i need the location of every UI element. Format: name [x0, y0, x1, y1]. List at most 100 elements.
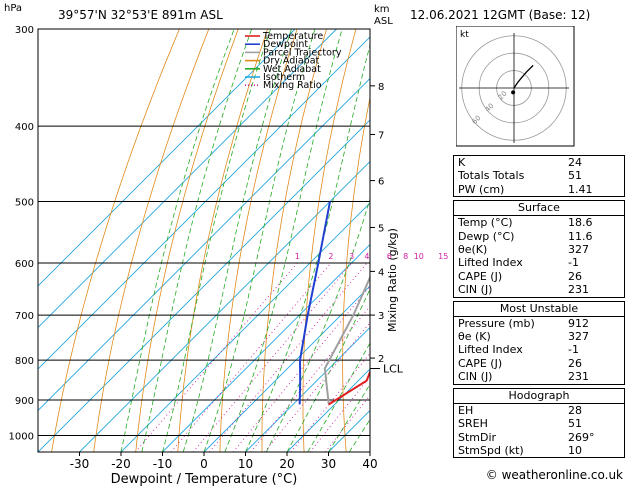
legend-entry: Wet Adiabat — [263, 64, 321, 75]
temperature-tick-label: 10 — [238, 457, 253, 471]
pressure-tick-label: 800 — [15, 356, 34, 367]
surface-row: CIN (J) 231 — [454, 283, 624, 296]
lcl-label: LCL — [383, 363, 404, 376]
asl-unit: ASL — [374, 16, 393, 27]
legend-entry: Parcel Trajectory — [263, 47, 342, 58]
index-value: 1.41 — [568, 182, 593, 196]
dry-adiabat-line — [261, 29, 327, 452]
surface-label: CIN (J) — [458, 283, 493, 297]
mixing-ratio-label: 15 — [438, 252, 448, 261]
mixing-ratio-line — [134, 262, 298, 452]
storm-motion-marker — [511, 90, 516, 95]
skew-t-diagram: 300 400 500 600 700 800 900 1000 -30 -20 -10 0 10 20 3… — [9, 25, 449, 486]
index-row: PW (cm) 1.41 — [454, 183, 624, 196]
temperature-tick-label: -20 — [111, 457, 131, 471]
pressure-tick-label: 300 — [15, 25, 34, 36]
most-unstable-value: -1 — [568, 343, 579, 357]
hodograph-value: 51 — [568, 417, 582, 431]
plot-frame — [37, 28, 371, 453]
index-value: 51 — [568, 169, 582, 183]
wet-adiabat-line — [203, 29, 316, 452]
wet-adiabat-line — [245, 43, 370, 452]
datetime-title: 12.06.2021 12GMT (Base: 12) — [410, 8, 591, 22]
most-unstable-row: CAPE (J) 26 — [454, 357, 624, 370]
index-label: Totals Totals — [458, 169, 525, 183]
surface-value: -1 — [568, 256, 579, 270]
dry-adiabat-line — [93, 29, 210, 452]
hodograph-trace — [513, 64, 534, 89]
hodograph-ring-label: 20 — [497, 90, 509, 102]
temperature-tick-label: -30 — [70, 457, 90, 471]
km-tick-label: 5 — [378, 223, 384, 234]
temperature-tick-label: 20 — [279, 457, 294, 471]
index-row: Totals Totals 51 — [454, 169, 624, 182]
hodograph-value: 28 — [568, 403, 582, 417]
pressure-tick-label: 600 — [15, 259, 34, 270]
isotherm-line — [38, 29, 296, 287]
temperature-tick-label: -10 — [153, 457, 173, 471]
wet-adiabat-line — [328, 383, 370, 452]
legend-entry: Isotherm — [263, 72, 305, 83]
wet-adiabat-line — [182, 29, 292, 452]
surface-label: Dewp (°C) — [458, 229, 515, 243]
surface-row: θe(K) 327 — [454, 243, 624, 256]
index-row: K 24 — [454, 156, 624, 169]
hodograph-label: SREH — [458, 417, 488, 431]
wet-adiabat-line — [348, 418, 370, 452]
wet-adiabat-line — [120, 29, 235, 452]
dry-adiabat-line — [418, 29, 444, 452]
most-unstable-row: Lifted Index -1 — [454, 343, 624, 356]
mixing-ratio-label: 3 — [349, 252, 354, 261]
wet-adiabat-line — [307, 342, 370, 452]
most-unstable-label: CIN (J) — [458, 370, 493, 384]
surface-table: Surface Temp (°C) 18.6 Dewp (°C) 11.6 θe(K) 3… — [453, 200, 625, 298]
hodograph-row: StmDir 269° — [454, 431, 624, 444]
wet-adiabat-line — [286, 288, 370, 452]
km-tick-label: 8 — [378, 82, 384, 93]
copyright-footer: © weatheronline.co.uk — [485, 468, 623, 482]
most-unstable-row: Pressure (mb) 912 — [454, 317, 624, 330]
hodograph-label: StmSpd (kt) — [458, 443, 524, 457]
wet-adiabat-line — [265, 197, 370, 452]
wet-adiabat-line — [141, 29, 253, 452]
surface-value: 18.6 — [568, 216, 593, 230]
dry-adiabat-line — [342, 95, 370, 452]
surface-value: 327 — [568, 243, 589, 257]
mixing-ratio-label: 6 — [387, 252, 392, 261]
hodograph-unit-label: kt — [460, 30, 469, 40]
hodograph-ring-label: 40 — [484, 102, 496, 114]
mixing-ratio-axis-label: Mixing Ratio (g/kg) — [386, 228, 399, 332]
dry-adiabat-line — [302, 29, 357, 452]
surface-label: θe(K) — [458, 243, 488, 257]
most-unstable-label: θe (K) — [458, 330, 491, 344]
mixing-ratio-label: 10 — [414, 252, 424, 261]
hodograph-ring-label: 60 — [471, 114, 483, 126]
location-title: 39°57'N 32°53'E 891m ASL — [58, 8, 223, 22]
x-axis-label: Dewpoint / Temperature (°C) — [111, 472, 298, 486]
indices-table: K 24 Totals Totals 51 PW (cm) 1.41 — [453, 155, 625, 198]
mixing-ratio-line — [250, 305, 370, 452]
surface-value: 231 — [568, 283, 589, 297]
parcel-trajectory-line — [323, 275, 370, 405]
index-label: PW (cm) — [458, 182, 505, 196]
hodograph-row: StmSpd (kt) 10 — [454, 444, 624, 457]
dewpoint-line — [298, 201, 331, 405]
km-tick-label: 2 — [378, 354, 384, 365]
most-unstable-title: Most Unstable — [454, 302, 624, 317]
pressure-tick-label: 900 — [15, 396, 34, 407]
surface-value: 26 — [568, 269, 582, 283]
pressure-tick-label: 700 — [15, 311, 34, 322]
isotherm-line — [245, 326, 370, 452]
most-unstable-label: Lifted Index — [458, 343, 523, 357]
mixing-ratio-line — [290, 352, 370, 452]
dry-adiabat-line — [51, 29, 180, 452]
temperature-tick-label: 40 — [362, 457, 377, 471]
most-unstable-label: CAPE (J) — [458, 356, 503, 370]
plot-area — [38, 29, 444, 452]
km-tick-label: 6 — [378, 177, 384, 188]
temperature-line — [328, 369, 370, 406]
surface-row: CAPE (J) 26 — [454, 270, 624, 283]
most-unstable-value: 26 — [568, 356, 582, 370]
mixing-ratio-line — [209, 262, 368, 452]
